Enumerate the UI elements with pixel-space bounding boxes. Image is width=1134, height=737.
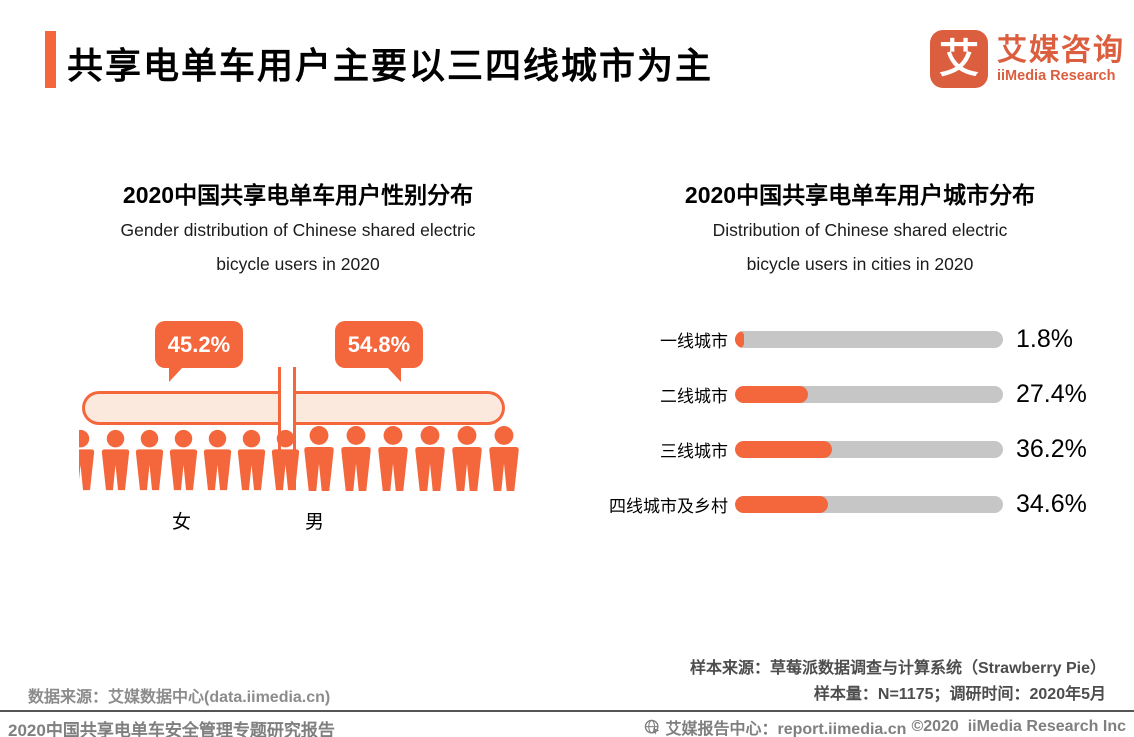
company-logo: 艾 艾媒咨询 iiMedia Research	[930, 30, 1125, 88]
female-bar-pill	[82, 391, 279, 425]
person-icon	[99, 429, 132, 491]
data-source-note: 数据来源：艾媒数据中心(data.iimedia.cn)	[28, 689, 331, 706]
city-row-label: 一线城市	[660, 332, 728, 351]
report-center-line: 艾媒报告中心：report.iimedia.cn ©2020 iiMedia R…	[644, 715, 1126, 737]
city-bar-track	[735, 386, 1003, 403]
sample-source-block: 样本来源：草莓派数据调查与计算系统（Strawberry Pie） 样本量：N=…	[690, 656, 1106, 708]
person-icon	[375, 426, 411, 491]
city-bar-chart: 一线城市 1.8% 二线城市 27.4% 三线城市 36.2% 四线城市及乡村	[607, 312, 1087, 532]
person-icon	[412, 426, 448, 491]
bubble-tail-icon	[169, 367, 183, 382]
male-label: 男	[305, 512, 325, 533]
person-icon	[449, 426, 485, 491]
person-icon	[301, 426, 337, 491]
page-title: 共享电单车用户主要以三四线城市为主	[67, 45, 714, 86]
male-bar-pill	[293, 391, 505, 425]
person-icon	[338, 426, 374, 491]
person-icon	[201, 429, 234, 491]
city-row-value: 27.4%	[1016, 380, 1087, 408]
person-icon	[79, 429, 98, 491]
city-bar-fill	[735, 331, 744, 348]
logo-name-zh: 艾媒咨询	[997, 34, 1125, 67]
gender-chart-title: 2020中国共享电单车用户性别分布	[122, 182, 474, 208]
person-icon	[486, 426, 522, 491]
city-row-label: 三线城市	[660, 442, 728, 461]
city-row-label: 四线城市及乡村	[609, 497, 728, 516]
logo-name-en: iiMedia Research	[997, 68, 1116, 84]
logo-mark-icon: 艾	[930, 30, 988, 88]
report-center-text: 艾媒报告中心：report.iimedia.cn	[665, 721, 907, 737]
city-chart-subtitle-line1: Distribution of Chinese shared electric	[712, 220, 1008, 240]
report-title: 2020中国共享电单车安全管理专题研究报告	[8, 721, 335, 737]
city-row-value: 36.2%	[1016, 435, 1087, 463]
center-divider-line-right	[293, 367, 296, 490]
title-accent-bar	[45, 31, 56, 88]
person-icon	[235, 429, 268, 491]
center-divider-line-left	[278, 367, 281, 490]
person-icon	[133, 429, 166, 491]
male-figures-row	[301, 426, 522, 491]
city-bar-track	[735, 496, 1003, 513]
city-bar-fill	[735, 386, 809, 403]
city-row: 二线城市 27.4%	[607, 367, 1087, 422]
male-value: 54.8%	[347, 331, 411, 357]
city-row: 四线城市及乡村 34.6%	[607, 477, 1087, 532]
city-row: 三线城市 36.2%	[607, 422, 1087, 477]
city-bar-fill	[735, 441, 833, 458]
city-bar-fill	[735, 496, 828, 513]
city-row-value: 1.8%	[1016, 325, 1073, 353]
city-bar-track	[735, 331, 1003, 348]
male-value-bubble: 54.8%	[335, 321, 423, 382]
sample-source-note: 样本来源：草莓派数据调查与计算系统（Strawberry Pie）	[689, 660, 1106, 677]
city-chart-title: 2020中国共享电单车用户城市分布	[684, 182, 1036, 208]
logo-text: 艾媒咨询 iiMedia Research	[997, 34, 1125, 84]
sample-info-note: 样本量：N=1175；调研时间：2020年5月	[813, 686, 1106, 703]
bubble-tail-icon	[387, 367, 401, 382]
footer-divider	[0, 710, 1134, 712]
female-value-bubble: 45.2%	[155, 321, 243, 382]
city-row: 一线城市 1.8%	[607, 312, 1087, 367]
female-figures-row	[79, 429, 302, 491]
copyright-text: ©2020 iiMedia Research Inc	[911, 718, 1126, 735]
gender-chart-subtitle-line1: Gender distribution of Chinese shared el…	[120, 220, 476, 240]
female-label: 女	[172, 512, 192, 533]
globe-icon	[644, 719, 659, 735]
person-icon	[269, 429, 302, 491]
city-row-value: 34.6%	[1016, 490, 1087, 518]
city-bar-track	[735, 441, 1003, 458]
person-icon	[167, 429, 200, 491]
city-row-label: 二线城市	[660, 387, 728, 406]
gender-chart-subtitle-line2: bicycle users in 2020	[216, 254, 380, 274]
female-value: 45.2%	[167, 331, 231, 357]
city-chart-subtitle-line2: bicycle users in cities in 2020	[746, 254, 974, 274]
